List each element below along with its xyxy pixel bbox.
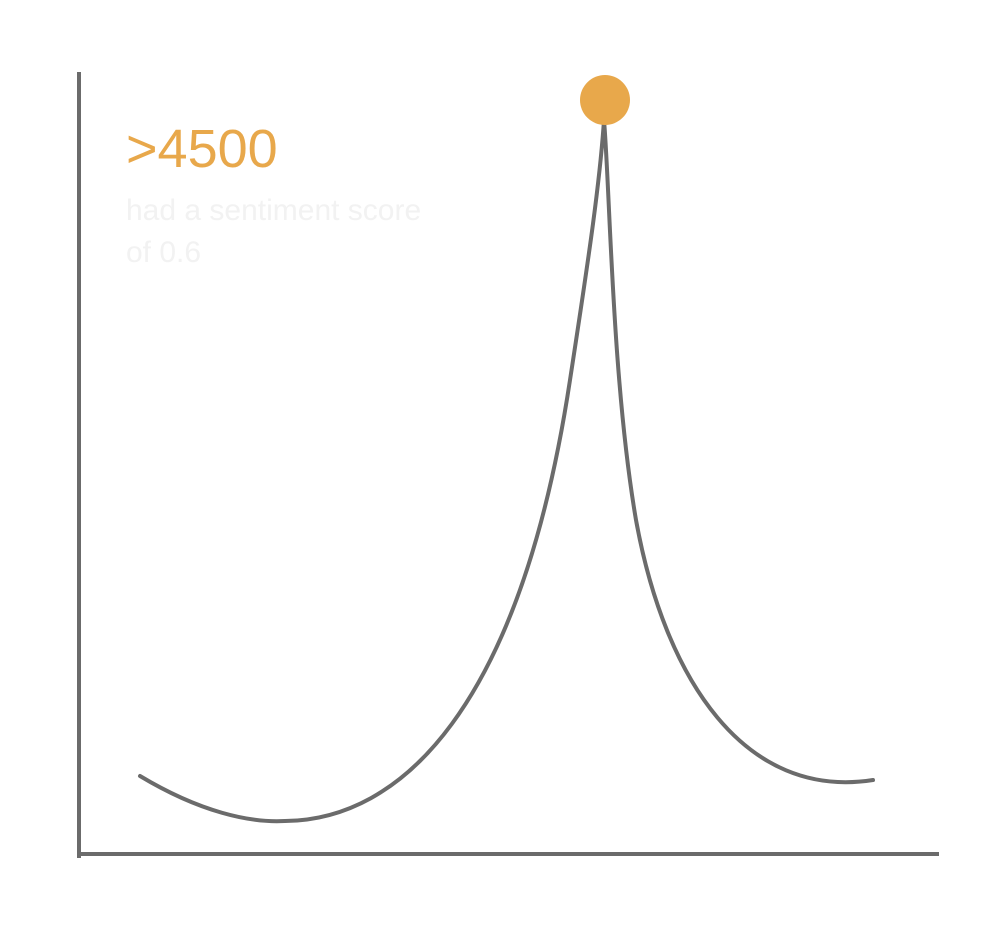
series-line	[138, 118, 875, 824]
peak-marker	[580, 75, 630, 125]
peak-value: >4500	[126, 119, 278, 179]
peak-caption: had a sentiment score of 0.6	[126, 194, 422, 269]
peak-callout: >4500 had a sentiment score of 0.6	[126, 118, 446, 274]
